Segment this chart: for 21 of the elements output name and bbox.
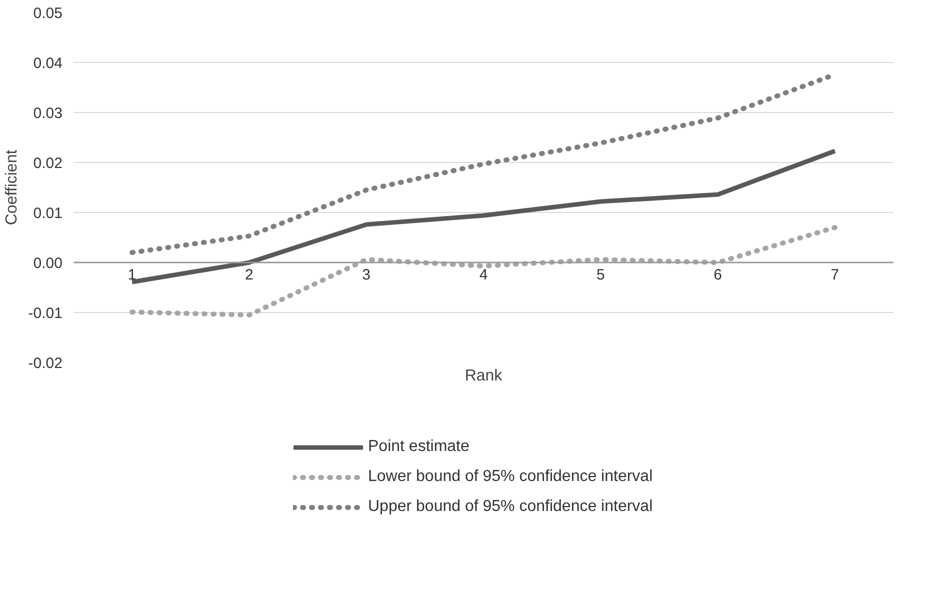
x-tick-label: 4 xyxy=(479,266,488,284)
y-axis-title: Coefficient xyxy=(3,149,20,226)
legend-label: Lower bound of 95% confidence interval xyxy=(368,468,653,486)
legend-label: Upper bound of 95% confidence interval xyxy=(368,498,653,516)
x-tick-label: 1 xyxy=(128,266,136,284)
legend-label: Point estimate xyxy=(368,438,470,456)
x-tick-label: 7 xyxy=(830,266,840,284)
x-tick-label: 5 xyxy=(596,266,605,284)
y-tick-label: 0.05 xyxy=(33,5,63,22)
y-tick-label: 0.04 xyxy=(33,55,63,72)
x-tick-label: 6 xyxy=(714,266,722,284)
x-axis-title: Rank xyxy=(464,368,504,384)
line-series xyxy=(130,148,838,284)
y-tick-label: 0.03 xyxy=(33,105,63,122)
y-tick-label: -0.01 xyxy=(28,305,63,322)
y-tick-label: -0.02 xyxy=(28,355,63,372)
y-tick-label: 0.00 xyxy=(33,255,63,272)
y-tick-label: 0.02 xyxy=(33,155,63,172)
x-tick-label: 2 xyxy=(245,266,254,284)
x-tick-label: 3 xyxy=(362,266,371,284)
y-tick-label: 0.01 xyxy=(33,205,63,222)
